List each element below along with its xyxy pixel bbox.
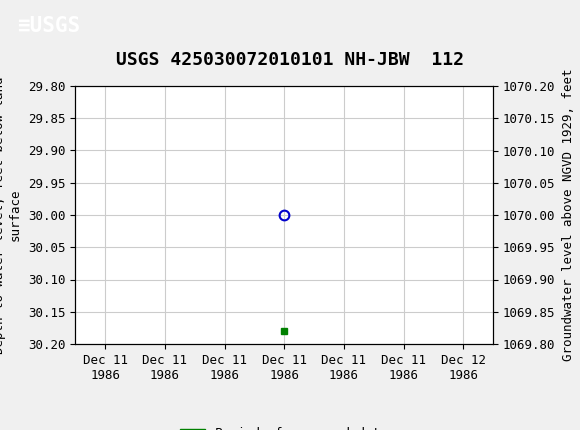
Text: ≡USGS: ≡USGS [17,16,81,36]
Legend: Period of approved data: Period of approved data [176,423,393,430]
Y-axis label: Depth to water level, feet below land
surface: Depth to water level, feet below land su… [0,76,21,354]
Y-axis label: Groundwater level above NGVD 1929, feet: Groundwater level above NGVD 1929, feet [562,69,575,361]
Text: USGS 425030072010101 NH-JBW  112: USGS 425030072010101 NH-JBW 112 [116,51,464,69]
